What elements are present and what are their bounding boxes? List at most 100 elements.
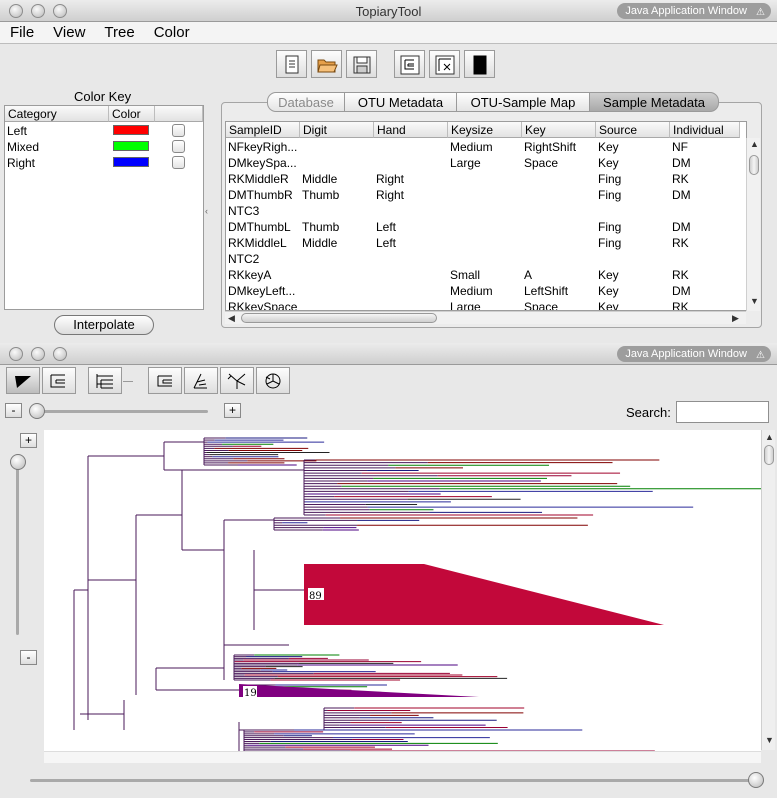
table-cell[interactable]: Right xyxy=(376,188,405,202)
radial-layout-button[interactable] xyxy=(220,367,254,394)
minimize-window2-icon[interactable] xyxy=(31,347,45,361)
table-cell[interactable]: Key xyxy=(598,268,619,282)
table-vertical-scrollbar[interactable]: ▲ ▼ xyxy=(746,138,760,311)
table-cell[interactable]: RK xyxy=(672,268,689,282)
table-cell[interactable]: DM xyxy=(672,156,691,170)
tab-otu-sample-map[interactable]: OTU-Sample Map xyxy=(456,92,590,112)
table-horizontal-scrollbar[interactable]: ◀ ▶ xyxy=(225,311,746,324)
table-row[interactable]: DMThumbL Thumb Left Fing DM xyxy=(226,219,746,235)
table-cell[interactable]: Key xyxy=(598,140,619,154)
tree-edit-button[interactable] xyxy=(429,50,460,78)
table-cell[interactable]: Fing xyxy=(598,172,622,186)
table-cell[interactable]: RKMiddleR xyxy=(228,172,289,186)
close-window2-icon[interactable] xyxy=(9,347,23,361)
color-key-checkbox[interactable] xyxy=(172,156,185,169)
table-header-digit[interactable]: Digit xyxy=(300,122,374,138)
table-header-sampleid[interactable]: SampleID xyxy=(226,122,300,138)
table-cell[interactable]: Space xyxy=(524,300,559,311)
table-cell[interactable]: RK xyxy=(672,172,689,186)
table-hscroll-thumb[interactable] xyxy=(241,313,437,323)
table-cell[interactable]: Key xyxy=(598,284,619,298)
tab-database[interactable]: Database xyxy=(267,92,345,112)
tree-scroll-up-icon[interactable]: ▲ xyxy=(765,432,774,442)
table-cell[interactable]: NTC2 xyxy=(228,252,260,266)
table-cell[interactable]: Medium xyxy=(450,140,493,154)
table-cell[interactable]: DMThumbL xyxy=(228,220,291,234)
collapsed-clade-89[interactable] xyxy=(304,564,664,625)
table-cell[interactable]: A xyxy=(524,268,533,282)
tree-canvas[interactable]: 89 19 xyxy=(44,430,761,751)
scroll-left-icon[interactable]: ◀ xyxy=(228,313,235,323)
open-folder-button[interactable] xyxy=(311,50,342,78)
table-row[interactable]: RKkeyA Small A Key RK xyxy=(226,267,746,283)
close-window-icon[interactable] xyxy=(9,4,23,18)
table-cell[interactable]: DMkeySpa... xyxy=(228,156,297,170)
table-cell[interactable]: RK xyxy=(672,236,689,250)
color-key-swatch[interactable] xyxy=(113,157,149,167)
color-key-checkbox[interactable] xyxy=(172,140,185,153)
table-row[interactable]: DMThumbR Thumb Right Fing DM xyxy=(226,187,746,203)
table-cell[interactable]: DM xyxy=(672,188,691,202)
table-cell[interactable]: NF xyxy=(672,140,688,154)
zoom-in-button[interactable]: + xyxy=(224,403,241,418)
menu-tree[interactable]: Tree xyxy=(104,24,135,41)
table-row[interactable]: RKMiddleR Middle Right Fing RK xyxy=(226,171,746,187)
bottom-slider-track[interactable] xyxy=(30,779,758,782)
vertical-zoom-out-button[interactable]: - xyxy=(20,650,37,665)
table-header-source[interactable]: Source xyxy=(596,122,670,138)
table-cell[interactable]: DMkeyLeft... xyxy=(228,284,296,298)
table-cell[interactable]: Left xyxy=(376,220,397,234)
rectangular-tree-button[interactable] xyxy=(42,367,76,394)
table-cell[interactable]: Fing xyxy=(598,188,622,202)
table-cell[interactable]: Middle xyxy=(302,172,338,186)
table-cell[interactable]: Left xyxy=(376,236,397,250)
color-key-category[interactable]: Left xyxy=(7,124,28,138)
collapsed-clade-19[interactable] xyxy=(239,684,479,697)
table-cell[interactable]: Key xyxy=(598,300,619,311)
color-key-checkbox[interactable] xyxy=(172,124,185,137)
table-cell[interactable]: Large xyxy=(450,156,481,170)
table-header-keysize[interactable]: Keysize xyxy=(448,122,522,138)
table-cell[interactable]: RKkeyA xyxy=(228,268,272,282)
scroll-up-icon[interactable]: ▲ xyxy=(750,139,759,149)
horizontal-zoom-slider[interactable] xyxy=(30,410,208,413)
table-cell[interactable]: Fing xyxy=(598,236,622,250)
zoom-window2-icon[interactable] xyxy=(53,347,67,361)
table-cell[interactable]: RKkeySpace xyxy=(228,300,298,311)
rect-layout-button[interactable] xyxy=(148,367,182,394)
scroll-down-icon[interactable]: ▼ xyxy=(750,296,759,306)
tab-sample-metadata[interactable]: Sample Metadata xyxy=(589,92,719,112)
collapse-button[interactable] xyxy=(6,367,40,394)
color-key-header-color[interactable]: Color xyxy=(109,106,155,122)
color-key-swatch[interactable] xyxy=(113,141,149,151)
splitter-arrow-icon[interactable]: ‹ xyxy=(205,206,208,216)
color-key-header-blank[interactable] xyxy=(155,106,203,122)
color-key-category[interactable]: Right xyxy=(7,156,36,170)
table-row[interactable]: NTC3 xyxy=(226,203,746,219)
table-row[interactable]: NTC2 xyxy=(226,251,746,267)
table-cell[interactable]: Thumb xyxy=(302,220,340,234)
minimize-window-icon[interactable] xyxy=(31,4,45,18)
table-cell[interactable]: DM xyxy=(672,220,691,234)
table-cell[interactable]: NFkeyRigh... xyxy=(228,140,298,154)
table-cell[interactable]: Key xyxy=(598,156,619,170)
color-key-swatch[interactable] xyxy=(113,125,149,135)
table-row[interactable]: DMkeySpa... Large Space Key DM xyxy=(226,155,746,171)
tree-scroll-down-icon[interactable]: ▼ xyxy=(765,735,774,745)
color-key-header-category[interactable]: Category xyxy=(5,106,109,122)
table-cell[interactable]: LeftShift xyxy=(524,284,569,298)
menu-file[interactable]: File xyxy=(10,24,35,41)
tree-vscroll-thumb[interactable] xyxy=(764,445,774,465)
table-cell[interactable]: Medium xyxy=(450,284,493,298)
zoom-out-button[interactable]: - xyxy=(5,403,22,418)
black-panel-button[interactable] xyxy=(464,50,495,78)
vertical-zoom-knob[interactable] xyxy=(10,454,26,470)
table-cell[interactable]: RKMiddleL xyxy=(228,236,287,250)
scroll-right-icon[interactable]: ▶ xyxy=(732,313,739,323)
table-vscroll-thumb[interactable] xyxy=(749,155,759,175)
tab-otu-metadata[interactable]: OTU Metadata xyxy=(344,92,457,112)
zoom-window-icon[interactable] xyxy=(53,4,67,18)
menu-view[interactable]: View xyxy=(53,24,86,41)
table-row[interactable]: RKMiddleL Middle Left Fing RK xyxy=(226,235,746,251)
table-cell[interactable]: Small xyxy=(450,268,481,282)
